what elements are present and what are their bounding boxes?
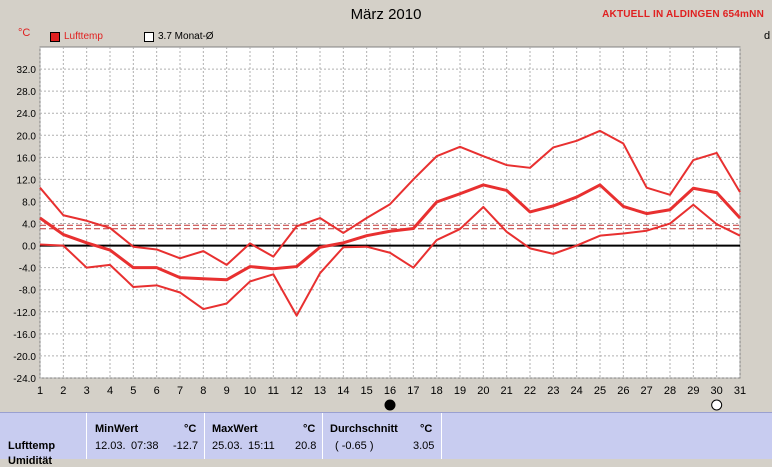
max-value: 20.8: [295, 440, 317, 452]
x-tick-label: 28: [664, 385, 676, 397]
max-date: 25.03.: [212, 440, 243, 452]
x-tick-label: 23: [547, 385, 559, 397]
min-value: -12.7: [173, 440, 199, 452]
x-tick-label: 31: [734, 385, 746, 397]
x-tick-label: 15: [361, 385, 373, 397]
x-tick-label: 22: [524, 385, 536, 397]
avg-extra: ( -0.65 ): [335, 440, 374, 452]
stats-empty-cell: [442, 413, 772, 459]
y-axis-unit: °C: [18, 27, 31, 39]
y-tick-label: 8.0: [22, 197, 36, 208]
avg-unit: °C: [420, 423, 433, 435]
x-tick-label: 4: [107, 385, 113, 397]
stats-row-label-2: Umidität: [8, 455, 52, 467]
legend-swatch-filled-icon: [50, 31, 60, 42]
min-header: MinWert: [95, 423, 139, 435]
x-tick-label: 17: [407, 385, 419, 397]
y-tick-label: -4.0: [19, 264, 37, 275]
series-line-avg: [39, 183, 742, 282]
y-tick-label: 20.0: [17, 131, 37, 142]
y-tick-label: 32.0: [17, 65, 37, 76]
x-tick-label: 25: [594, 385, 606, 397]
max-unit: °C: [303, 423, 316, 435]
y-tick-label: 4.0: [22, 220, 36, 231]
x-tick-label: 3: [84, 385, 90, 397]
legend-label: Lufttemp: [64, 31, 103, 42]
stats-label-cell: Lufttemp Umidität: [0, 413, 87, 467]
new-moon-icon: [384, 399, 396, 411]
y-tick-label: -24.0: [13, 374, 36, 385]
y-tick-label: -16.0: [13, 330, 36, 341]
temperature-chart: 32.0 28.0 24.0 20.0 16.0 12.0 8.0 4.0 0.0 -4.0 -8.…: [13, 46, 746, 411]
stats-max-cell: MaxWert °C 25.03. 15:11 20.8: [205, 413, 323, 459]
x-tick-label: 18: [431, 385, 443, 397]
x-tick-label: 10: [244, 385, 256, 397]
min-time: 07:38: [131, 440, 159, 452]
x-tick-label: 2: [60, 385, 66, 397]
x-tick-label: 8: [200, 385, 206, 397]
avg-value: 3.05: [413, 440, 435, 452]
stats-table: Lufttemp Umidität MinWert °C 12.03. 07:3…: [0, 412, 772, 467]
stats-row-label: Lufttemp: [8, 440, 56, 452]
series-line-max: [39, 129, 741, 266]
min-unit: °C: [184, 423, 197, 435]
x-tick-label: 1: [37, 385, 43, 397]
x-tick-label: 11: [268, 385, 279, 397]
x-tick-label: 6: [154, 385, 160, 397]
x-tick-label: 27: [641, 385, 653, 397]
stats-min-cell: MinWert °C 12.03. 07:38 -12.7: [87, 413, 205, 459]
x-tick-label: 12: [291, 385, 303, 397]
chart-panel: 32.0 28.0 24.0 20.0 16.0 12.0 8.0 4.0 0.0 -4.0 -8.…: [13, 6, 771, 411]
y-tick-label: -8.0: [19, 286, 37, 297]
x-tick-label: 20: [477, 385, 489, 397]
x-tick-label: 30: [711, 385, 723, 397]
x-tick-label: 24: [571, 385, 583, 397]
legend-item-monthly-avg: 3.7 Monat-Ø: [144, 31, 214, 42]
y-tick-label: 24.0: [17, 109, 37, 120]
full-moon-icon: [711, 399, 723, 411]
truncated-label: d: [764, 30, 771, 42]
x-tick-label: 21: [501, 385, 513, 397]
legend-swatch-empty-icon: [144, 31, 154, 42]
y-tick-label: -12.0: [13, 308, 36, 319]
y-tick-label: 0.0: [22, 242, 36, 253]
min-date: 12.03.: [95, 440, 126, 452]
legend-label: 3.7 Monat-Ø: [158, 31, 214, 42]
x-tick-label: 5: [130, 385, 136, 397]
x-tick-label: 16: [384, 385, 396, 397]
status-label[interactable]: AKTUELL IN ALDINGEN 654mNN: [602, 9, 764, 20]
stats-avg-cell: Durchschnitt °C ( -0.65 ) 3.05: [323, 413, 442, 459]
series-line-min: [39, 203, 741, 317]
y-tick-label: 12.0: [17, 175, 37, 186]
y-tick-label: 16.0: [17, 153, 37, 164]
x-tick-label: 7: [177, 385, 183, 397]
x-tick-label: 19: [454, 385, 466, 397]
x-tick-label: 29: [687, 385, 699, 397]
avg-header: Durchschnitt: [330, 423, 398, 435]
x-tick-label: 13: [314, 385, 326, 397]
x-tick-label: 26: [617, 385, 629, 397]
y-tick-label: 28.0: [17, 87, 37, 98]
max-header: MaxWert: [212, 423, 258, 435]
y-tick-label: -20.0: [13, 352, 36, 363]
legend-item-lufttemp: Lufttemp: [50, 31, 103, 42]
chart-title: März 2010: [350, 6, 422, 23]
x-tick-label: 14: [337, 385, 349, 397]
max-time: 15:11: [248, 440, 275, 452]
x-tick-label: 9: [224, 385, 230, 397]
